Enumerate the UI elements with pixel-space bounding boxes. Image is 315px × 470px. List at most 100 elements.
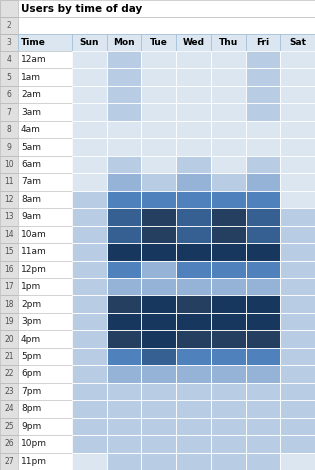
Text: 5pm: 5pm [21,352,41,361]
Text: 6am: 6am [21,160,41,169]
Bar [246,226,280,243]
Bar [280,226,315,243]
Bar [107,365,141,383]
Text: 7am: 7am [21,178,41,187]
Bar [18,400,72,418]
Bar [0,121,18,138]
Bar [246,34,280,51]
Bar [246,69,280,86]
Bar [18,243,72,260]
Text: 21: 21 [4,352,14,361]
Bar [18,453,72,470]
Bar [0,17,18,34]
Bar [211,138,246,156]
Bar [141,69,176,86]
Bar [211,156,246,173]
Bar [18,348,72,365]
Bar [280,86,315,103]
Bar [211,226,246,243]
Bar [176,121,211,138]
Bar [107,330,141,348]
Bar [107,51,141,69]
Bar [141,103,176,121]
Bar [0,173,18,191]
Bar [246,453,280,470]
Bar [141,156,176,173]
Bar [246,208,280,226]
Bar [107,208,141,226]
Bar [280,260,315,278]
Bar [280,418,315,435]
Bar [176,400,211,418]
Bar [280,173,315,191]
Bar [141,191,176,208]
Bar [280,69,315,86]
Text: 1pm: 1pm [21,282,41,291]
Bar [72,260,107,278]
Bar [18,226,72,243]
Bar [18,138,72,156]
Bar [280,34,315,51]
Bar [246,260,280,278]
Bar [280,121,315,138]
Bar [0,86,18,103]
Text: 25: 25 [4,422,14,431]
Bar [280,313,315,330]
Bar [0,34,18,51]
Text: Wed: Wed [182,38,204,47]
Text: Thu: Thu [219,38,238,47]
Bar [72,453,107,470]
Bar [0,278,18,296]
Bar [0,435,18,453]
Bar [280,453,315,470]
Bar [72,138,107,156]
Bar [141,121,176,138]
Text: 8pm: 8pm [21,404,41,414]
Bar [107,173,141,191]
Bar [211,348,246,365]
Bar [280,348,315,365]
Bar [0,138,18,156]
Bar [211,400,246,418]
Bar [176,313,211,330]
Bar [141,51,176,69]
Bar [141,348,176,365]
Text: Sat: Sat [289,38,306,47]
Bar [18,86,72,103]
Bar [0,243,18,260]
Bar [72,86,107,103]
Bar [0,260,18,278]
Bar [107,121,141,138]
Bar [211,296,246,313]
Bar [211,103,246,121]
Bar [176,278,211,296]
Bar [211,365,246,383]
Bar [18,260,72,278]
Text: 4pm: 4pm [21,335,41,344]
Bar [246,103,280,121]
Bar [72,121,107,138]
Bar [280,383,315,400]
Bar [246,383,280,400]
Bar [246,173,280,191]
Bar [211,86,246,103]
Bar [246,191,280,208]
Bar [18,365,72,383]
Bar [211,191,246,208]
Bar [0,51,18,69]
Bar [18,330,72,348]
Bar [211,435,246,453]
Text: 9pm: 9pm [21,422,41,431]
Text: 9am: 9am [21,212,41,221]
Text: 4am: 4am [21,125,41,134]
Text: 10am: 10am [21,230,47,239]
Bar [176,191,211,208]
Text: 2: 2 [7,21,11,30]
Bar [176,260,211,278]
Bar [211,383,246,400]
Bar [18,383,72,400]
Text: 19: 19 [4,317,14,326]
Text: 13: 13 [4,212,14,221]
Bar [176,418,211,435]
Bar [18,69,72,86]
